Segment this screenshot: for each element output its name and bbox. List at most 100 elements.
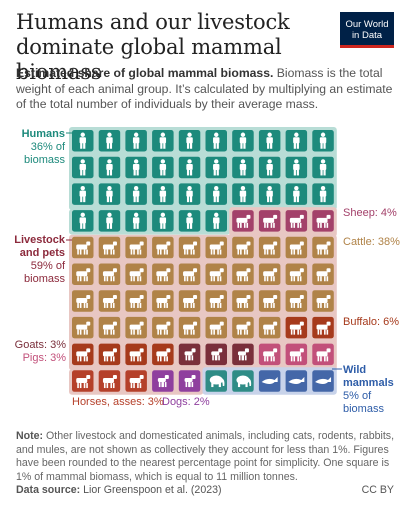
owid-logo[interactable]: Our World in Data [340,12,394,48]
cattle-icon [236,241,251,255]
logo-line-1: Our World [345,18,389,30]
waffle-cell-human [312,156,334,179]
waffle-cell-cattle [98,316,121,339]
cattle-icon [316,241,331,255]
cattle-icon [209,321,224,335]
cattle-icon [102,294,117,308]
human-icon [79,132,86,149]
buffalo-icon [76,348,91,362]
waffle-cell-goat [205,343,227,366]
chart-title: Humans and our livestock dominate global… [16,10,290,84]
chart-source: Data source: Lior Greenspoon et al. (202… [16,484,222,496]
waffle-cell-human [72,183,94,205]
human-icon [159,132,167,149]
human-icon [239,132,247,149]
waffle-cell-cattle [72,316,94,339]
goat-icon [237,348,249,361]
waffle-cell-dog [178,370,201,392]
waffle-cell-cattle [98,263,121,285]
waffle-cell-cattle [125,236,147,259]
waffle-cell-buffalo [285,316,308,339]
sheep-icon [316,214,331,228]
waffle-cell-buffalo [72,343,94,366]
waffle-cell-sheep [232,210,254,232]
cattle-icon [156,241,171,255]
waffle-cell-cattle [98,236,121,259]
waffle-cell-cattle [312,290,334,312]
cattle-icon [236,294,251,308]
license-link[interactable]: CC BY [361,484,394,496]
waffle-cell-cattle [312,236,334,259]
cattle-icon [236,321,251,335]
waffle-cell-pig [258,343,281,366]
buffalo-icon [129,348,144,362]
waffle-cell-human [205,130,227,152]
cattle-icon [76,241,91,255]
subtitle-text: Biomass is the total weight of each anim… [16,66,393,111]
waffle-cell-human [178,210,201,232]
source-label: Data source: [16,484,81,496]
buffalo-icon [316,321,331,335]
whale-icon [288,377,305,385]
human-icon [79,159,86,176]
label-dogs: Dogs: 2% [162,396,210,408]
cattle-icon [129,268,144,282]
cattle-icon [129,321,144,335]
waffle-cell-cattle [205,290,227,312]
cattle-icon [129,294,144,308]
waffle-cell-cattle [152,236,174,259]
label-humans-name: Humans [22,128,65,140]
human-icon [132,132,140,149]
waffle-cell-human [258,130,281,152]
waffle-cell-cattle [72,290,94,312]
waffle-cell-human [72,130,94,152]
elephant-icon [236,375,252,388]
waffle-cell-human [205,183,227,205]
label-pigs: Pigs: 3% [23,352,67,364]
buffalo-icon [289,321,304,335]
human-icon [79,212,86,229]
annotation-lines [66,132,342,370]
human-icon [239,159,247,176]
waffle-cells [72,130,334,392]
cattle-icon [76,321,91,335]
human-icon [132,212,140,229]
waffle-cell-human [152,183,174,205]
waffle-cell-human [178,183,201,205]
waffle-cell-human [178,156,201,179]
cattle-icon [263,321,278,335]
human-icon [319,185,327,203]
waffle-cell-human [312,130,334,152]
cattle-icon [183,268,198,282]
cattle-icon [263,241,278,255]
waffle-cell-human [312,183,334,205]
human-icon [293,159,300,176]
human-icon [319,159,327,176]
cattle-icon [76,268,91,282]
waffle-cell-buffalo [312,316,334,339]
human-icon [213,132,220,149]
horse-icon [102,375,117,389]
waffle-cell-cattle [232,263,254,285]
waffle-cell-cattle [258,316,281,339]
waffle-cell-cattle [178,290,201,312]
human-icon [293,132,300,149]
waffle-cell-dog [152,370,174,392]
dog-icon [184,375,196,388]
waffle-cell-elephant [205,370,227,392]
sheep-icon [263,214,278,228]
whale-icon [261,377,278,385]
waffle-cell-cattle [258,263,281,285]
label-livestock-value: 59% of [31,260,66,272]
waffle-cell-elephant [232,370,254,392]
waffle-cell-cattle [205,263,227,285]
waffle-cell-horse [125,370,147,392]
cattle-icon [289,294,304,308]
waffle-cell-human [152,156,174,179]
cattle-icon [183,294,198,308]
waffle-cell-cattle [178,263,201,285]
waffle-cell-buffalo [152,343,174,366]
waffle-cell-human [125,130,147,152]
waffle-cell-whale [312,370,334,392]
human-icon [213,212,220,229]
